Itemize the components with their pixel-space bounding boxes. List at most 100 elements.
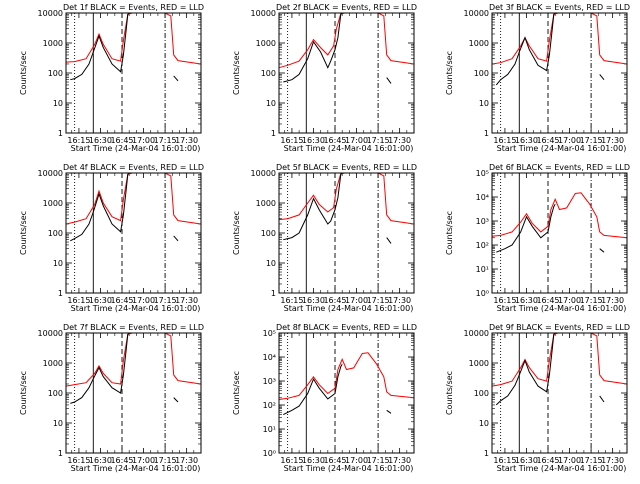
plot-frame <box>65 332 202 454</box>
lld-series-line-0 <box>65 332 202 387</box>
x-tick-label: 16:45 <box>110 136 133 145</box>
events-series-line-1 <box>70 12 130 81</box>
y-tick-label: 1000 <box>469 39 489 48</box>
x-tick-label: 17:00 <box>345 136 368 145</box>
y-tick-label: 100 <box>48 389 63 398</box>
x-tick-label: 16:15 <box>67 456 90 465</box>
y-tick-label: 10⁵ <box>263 329 276 338</box>
x-tick-label: 16:30 <box>302 456 325 465</box>
x-tick-label: 16:15 <box>67 296 90 305</box>
y-tick-label: 10⁰ <box>263 449 276 458</box>
x-tick-label: 16:15 <box>280 296 303 305</box>
panel-title: Det 1f BLACK = Events, RED = LLD <box>63 3 204 12</box>
y-tick-label: 10 <box>53 419 63 428</box>
events-series-line-2 <box>599 248 605 253</box>
lld-series-line-0 <box>278 12 415 69</box>
x-axis-label: Start Time (24-Mar-04 16:01:00) <box>71 464 201 473</box>
events-series-line-2 <box>599 395 605 403</box>
x-tick-label: 17:00 <box>558 136 581 145</box>
events-series-line-2 <box>386 77 392 84</box>
y-tick-label: 1 <box>58 449 63 458</box>
x-axis-label: Start Time (24-Mar-04 16:01:00) <box>71 144 201 153</box>
y-tick-label: 1 <box>271 129 276 138</box>
x-tick-label: 17:30 <box>601 136 624 145</box>
y-tick-label: 10³ <box>263 377 276 386</box>
x-tick-label: 16:30 <box>302 296 325 305</box>
x-tick-label: 16:30 <box>515 296 538 305</box>
y-tick-label: 10² <box>263 401 276 410</box>
y-tick-label: 10000 <box>464 9 489 18</box>
panel-title: Det 5f BLACK = Events, RED = LLD <box>276 163 417 172</box>
x-tick-label: 17:15 <box>367 456 390 465</box>
x-tick-label: 17:30 <box>388 296 411 305</box>
events-series-line-2 <box>386 237 392 244</box>
y-axis-label: Counts/sec <box>232 371 241 415</box>
x-tick-label: 16:45 <box>323 296 346 305</box>
lld-series-line-0 <box>278 352 415 400</box>
events-series-line-1 <box>70 172 130 242</box>
y-tick-label: 10² <box>476 241 489 250</box>
x-tick-label: 16:15 <box>280 456 303 465</box>
y-tick-label: 10 <box>479 99 489 108</box>
x-tick-label: 17:00 <box>558 296 581 305</box>
panel-2: Det 2f BLACK = Events, RED = LLD Counts/s… <box>232 3 417 153</box>
x-tick-label: 17:15 <box>154 136 177 145</box>
x-tick-label: 16:30 <box>89 296 112 305</box>
y-tick-label: 10 <box>53 259 63 268</box>
x-tick-label: 17:00 <box>345 296 368 305</box>
y-tick-label: 10000 <box>464 329 489 338</box>
x-tick-label: 17:15 <box>154 296 177 305</box>
x-tick-label: 17:00 <box>345 456 368 465</box>
y-tick-label: 1000 <box>256 199 276 208</box>
x-tick-label: 16:15 <box>493 456 516 465</box>
x-tick-label: 16:30 <box>302 136 325 145</box>
x-axis-label: Start Time (24-Mar-04 16:01:00) <box>497 304 627 313</box>
x-tick-label: 17:30 <box>175 136 198 145</box>
y-tick-label: 1000 <box>43 39 63 48</box>
y-tick-label: 10⁰ <box>476 289 489 298</box>
panel-3: Det 3f BLACK = Events, RED = LLD Counts/s… <box>445 3 630 153</box>
x-tick-label: 17:15 <box>154 456 177 465</box>
y-tick-label: 10000 <box>38 329 63 338</box>
x-tick-label: 16:30 <box>89 136 112 145</box>
panel-title: Det 2f BLACK = Events, RED = LLD <box>276 3 417 12</box>
x-tick-label: 17:30 <box>388 136 411 145</box>
x-tick-label: 17:30 <box>601 456 624 465</box>
x-axis-label: Start Time (24-Mar-04 16:01:00) <box>497 144 627 153</box>
x-tick-label: 16:15 <box>493 296 516 305</box>
events-series-line-1 <box>283 12 343 83</box>
events-series-line-2 <box>599 74 605 81</box>
plot-frame <box>491 172 628 294</box>
y-tick-label: 10000 <box>251 169 276 178</box>
y-tick-label: 10000 <box>38 9 63 18</box>
y-tick-label: 10 <box>53 99 63 108</box>
x-tick-label: 17:15 <box>580 136 603 145</box>
y-axis-label: Counts/sec <box>19 371 28 415</box>
x-tick-label: 16:45 <box>110 456 133 465</box>
y-tick-label: 1000 <box>43 199 63 208</box>
panel-1: Det 1f BLACK = Events, RED = LLD Counts/s… <box>19 3 204 153</box>
events-series-line-1 <box>496 203 556 253</box>
x-tick-label: 17:15 <box>580 456 603 465</box>
x-tick-label: 16:45 <box>536 136 559 145</box>
x-tick-label: 16:15 <box>493 136 516 145</box>
plot-frame <box>278 332 415 454</box>
x-tick-label: 17:30 <box>388 456 411 465</box>
x-tick-label: 16:30 <box>515 456 538 465</box>
y-axis-label: Counts/sec <box>19 211 28 255</box>
x-tick-label: 17:00 <box>132 296 155 305</box>
y-tick-label: 100 <box>474 69 489 78</box>
y-axis-label: Counts/sec <box>19 51 28 95</box>
y-tick-label: 10000 <box>251 9 276 18</box>
x-tick-label: 16:30 <box>89 456 112 465</box>
y-tick-label: 100 <box>48 229 63 238</box>
x-tick-label: 16:45 <box>110 296 133 305</box>
x-tick-label: 17:30 <box>175 296 198 305</box>
x-axis-label: Start Time (24-Mar-04 16:01:00) <box>284 304 414 313</box>
panel-title: Det 3f BLACK = Events, RED = LLD <box>489 3 630 12</box>
y-tick-label: 10⁴ <box>263 353 276 362</box>
y-tick-label: 10 <box>266 259 276 268</box>
y-tick-label: 1000 <box>43 359 63 368</box>
